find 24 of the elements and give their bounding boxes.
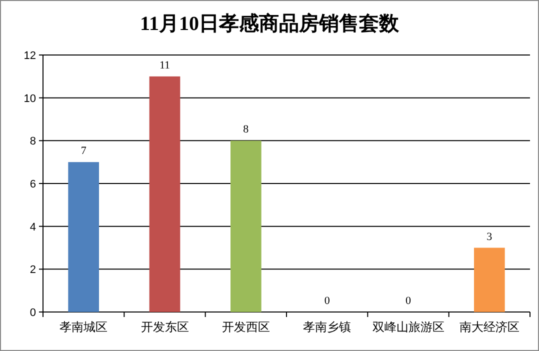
y-tick-label: 2 bbox=[30, 264, 36, 276]
bar bbox=[149, 76, 180, 312]
bar bbox=[230, 140, 262, 312]
y-tick-label: 4 bbox=[30, 221, 36, 234]
y-tick-label: 10 bbox=[24, 92, 36, 105]
data-label: 0 bbox=[324, 295, 330, 307]
y-tick-label: 12 bbox=[24, 50, 36, 62]
x-tick-label: 开发西区 bbox=[222, 320, 270, 334]
x-tick-label: 双峰山旅游区 bbox=[372, 320, 444, 334]
chart-title: 11月10日孝感商品房销售套数 bbox=[140, 12, 400, 35]
data-label: 0 bbox=[406, 295, 412, 307]
bar bbox=[474, 248, 505, 312]
data-label: 7 bbox=[80, 145, 87, 158]
data-label: 3 bbox=[486, 230, 493, 243]
x-tick-label: 孝南乡镇 bbox=[303, 320, 352, 334]
data-label: 11 bbox=[159, 59, 170, 72]
x-tick-label: 开发东区 bbox=[140, 320, 189, 334]
y-tick-label: 0 bbox=[30, 307, 36, 319]
bar bbox=[68, 162, 100, 312]
x-tick-label: 南大经济区 bbox=[459, 320, 520, 334]
x-tick-label: 孝南城区 bbox=[60, 320, 108, 334]
y-tick-label: 8 bbox=[30, 136, 36, 148]
y-tick-label: 6 bbox=[30, 178, 36, 190]
data-label: 8 bbox=[243, 124, 250, 136]
